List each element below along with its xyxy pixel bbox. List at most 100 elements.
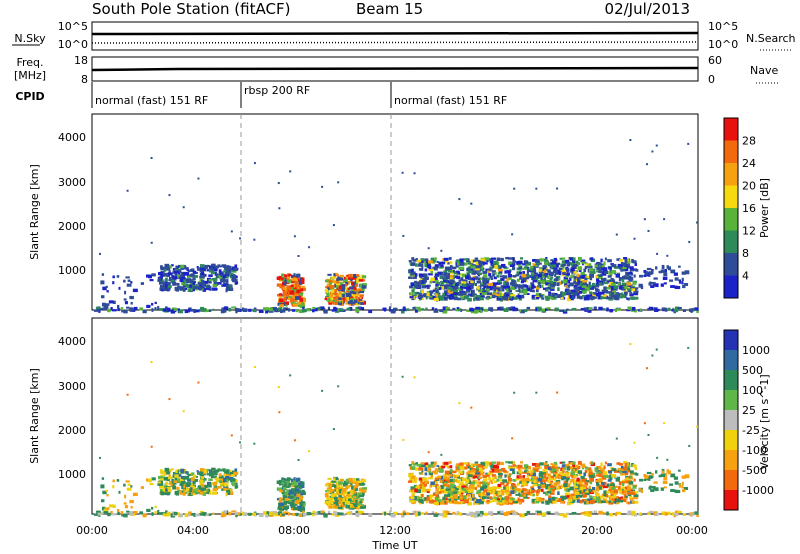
velocity-echo [558,475,562,480]
power-echo [578,269,582,272]
power-echo [145,274,149,278]
power-echo [519,275,523,279]
power-echo [423,273,428,277]
velocity-echo [550,466,555,469]
velocity-echo [116,508,120,513]
velocity-echo [620,465,624,469]
velocity-echo [621,498,626,502]
power-echo [239,237,242,240]
velocity-echo [587,501,592,504]
power-echo [467,285,471,289]
velocity-echo [603,481,607,486]
power-echo [291,280,295,284]
power-echo [399,308,404,312]
power-echo [488,296,492,299]
power-echo [648,306,654,310]
velocity-echo [530,486,534,489]
velocity-echo [166,486,171,490]
velocity-echo [673,513,679,516]
velocity-echo [465,479,470,484]
power-colorbar-swatch [724,275,738,299]
velocity-echo [507,477,512,482]
velocity-echo [292,502,298,506]
power-echo [541,297,545,300]
power-echo [608,291,613,294]
velocity-echo [179,490,182,494]
velocity-echo [353,478,357,482]
velocity-echo [368,513,373,518]
velocity-echo [467,489,471,493]
velocity-echo [279,513,283,518]
velocity-echo [218,473,222,477]
velocity-echo [333,511,338,516]
velocity-echo [462,495,467,499]
power-echo [192,270,197,275]
power-echo [351,277,357,280]
velocity-echo [412,463,417,466]
power-echo [176,308,180,311]
velocity-echo [410,466,416,470]
velocity-echo [409,500,414,503]
velocity-echo [587,498,593,501]
velocity-echo [653,481,658,484]
velocity-echo [615,496,620,499]
power-echo [430,277,435,282]
power-echo [577,280,582,285]
power-echo [476,280,481,284]
power-echo [550,262,555,265]
power-echo [200,267,204,270]
velocity-echo [225,479,229,483]
velocity-echo [274,513,279,517]
velocity-echo [566,495,570,498]
power-echo [653,277,658,280]
power-echo [541,271,544,274]
power-echo [532,264,537,267]
power-echo [226,273,230,277]
velocity-echo [414,477,418,481]
velocity-echo [480,488,484,491]
power-echo [430,269,433,274]
velocity-echo [450,490,456,493]
velocity-echo [151,477,156,481]
power-echo [662,276,668,281]
velocity-echo [466,471,470,476]
power-echo [360,307,365,310]
power-echo [486,270,490,273]
velocity-echo [600,500,606,504]
power-echo [563,279,568,284]
velocity-echo [290,501,295,506]
power-echo [674,277,679,281]
power-echo [505,256,510,260]
velocity-echo [640,489,644,494]
velocity-echo [101,506,106,511]
power-colorbar-swatch [724,185,738,209]
velocity-echo [424,472,428,476]
power-echo [628,271,631,275]
power-echo [562,257,566,260]
velocity-echo [192,491,195,496]
velocity-echo [449,469,453,472]
velocity-echo [190,483,193,488]
velocity-echo [554,476,559,479]
velocity-echo [384,511,387,516]
power-echo [442,309,448,314]
power-echo [655,283,659,288]
power-echo [218,282,222,285]
velocity-echo [124,494,127,499]
power-echo [343,291,346,296]
power-echo [543,258,548,262]
power-echo [542,267,546,271]
velocity-echo [456,479,461,484]
power-echo [435,280,439,284]
power-echo [166,282,171,286]
power-echo [200,273,205,278]
velocity-echo [231,510,237,513]
velocity-echo [420,462,425,465]
power-echo [435,284,439,287]
velocity-echo [428,477,433,480]
velocity-echo [211,467,216,471]
power-echo [435,290,439,294]
power-echo [212,268,218,272]
power-echo [582,283,587,286]
power-echo [466,273,470,277]
